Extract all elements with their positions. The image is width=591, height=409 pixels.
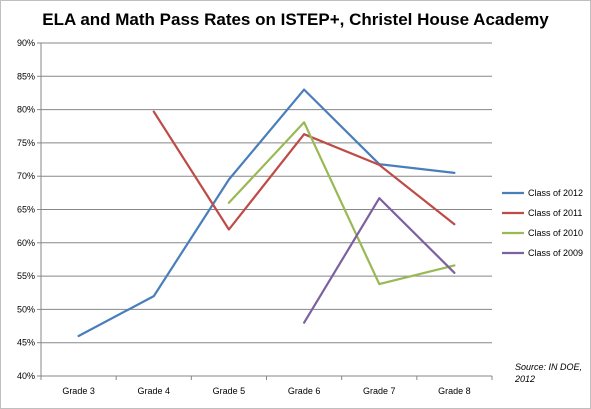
y-tick-label: 50% [17, 304, 35, 314]
x-tick-label: Grade 6 [288, 386, 321, 396]
y-tick-label: 70% [17, 171, 35, 181]
y-axis-ticks: 40% 45% 50% 55% 60% 65% 70% 75% 80% 85% 90% [17, 38, 41, 381]
y-tick-label: 90% [17, 38, 35, 48]
series-line-class-of-2011 [152, 110, 456, 231]
legend-label-class-of-2011: Class of 2011 [528, 208, 582, 218]
x-tick-label: Grade 7 [363, 386, 396, 396]
series-line-class-of-2012 [77, 88, 456, 338]
legend-label-class-of-2010: Class of 2010 [528, 228, 583, 238]
gridlines [41, 42, 492, 344]
y-tick-label: 75% [17, 138, 35, 148]
x-tick-label: Grade 3 [62, 386, 95, 396]
x-tick-label: Grade 8 [438, 386, 471, 396]
y-tick-label: 45% [17, 338, 35, 348]
y-tick-label: 40% [17, 371, 35, 381]
legend: Class of 2012 Class of 2011 Class of 2010 C… [502, 188, 583, 258]
series-line-class-of-2009 [303, 197, 456, 324]
legend-label-class-of-2009: Class of 2009 [528, 248, 583, 258]
y-tick-label: 55% [17, 271, 35, 281]
x-tick-label: Grade 5 [213, 386, 246, 396]
y-tick-label: 80% [17, 105, 35, 115]
series-line-class-of-2010 [227, 121, 456, 286]
y-tick-label: 85% [17, 71, 35, 81]
x-axis-ticks: Grade 3 Grade 4 Grade 5 Grade 6 Grade 7 Grade… [40, 376, 493, 396]
source-note: Source: IN DOE, 2012 [515, 362, 583, 384]
y-tick-label: 60% [17, 238, 35, 248]
chart-title: ELA and Math Pass Rates on ISTEP+, Chris… [42, 10, 549, 29]
x-tick-label: Grade 4 [137, 386, 170, 396]
legend-label-class-of-2012: Class of 2012 [528, 188, 583, 198]
y-tick-label: 65% [17, 205, 35, 215]
series-lines [77, 88, 456, 338]
